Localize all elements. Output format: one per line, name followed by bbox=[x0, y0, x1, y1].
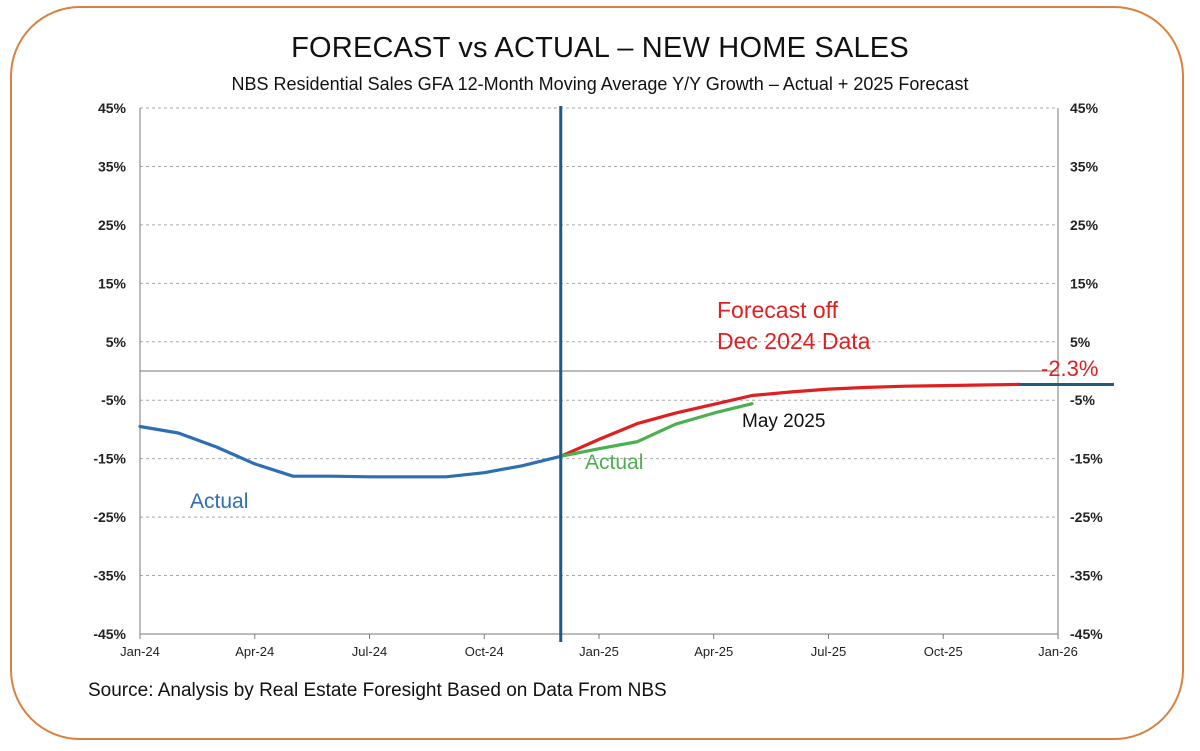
y-tick-label-right: -25% bbox=[1070, 509, 1103, 525]
y-tick-label-left: 25% bbox=[98, 217, 127, 233]
chart-frame bbox=[10, 6, 1184, 740]
x-tick-label: Oct-25 bbox=[924, 644, 963, 659]
actual-2025-label: Actual bbox=[585, 451, 643, 474]
y-tick-label-right: 25% bbox=[1070, 217, 1099, 233]
x-tick-label: Jan-24 bbox=[120, 644, 160, 659]
y-tick-label-left: -15% bbox=[93, 451, 126, 467]
y-tick-label-right: -5% bbox=[1070, 392, 1095, 408]
y-tick-label-right: 5% bbox=[1070, 334, 1091, 350]
series-line-actual-2025 bbox=[559, 402, 754, 458]
y-tick-label-left: 45% bbox=[98, 100, 127, 116]
y-tick-label-right: 35% bbox=[1070, 158, 1099, 174]
y-tick-label-left: -35% bbox=[93, 568, 126, 584]
x-tick-label: Jul-25 bbox=[811, 644, 846, 659]
forecast-label-line2: Dec 2024 Data bbox=[717, 328, 871, 354]
x-tick-label: Jul-24 bbox=[352, 644, 387, 659]
y-tick-label-right: 15% bbox=[1070, 275, 1099, 291]
y-tick-label-left: -45% bbox=[93, 626, 126, 642]
y-tick-label-left: 15% bbox=[98, 275, 127, 291]
y-tick-label-left: 5% bbox=[106, 334, 127, 350]
x-tick-label: Oct-24 bbox=[465, 644, 504, 659]
y-tick-label-right: -45% bbox=[1070, 626, 1103, 642]
actual-series-label: Actual bbox=[190, 490, 248, 513]
series-line-actual bbox=[138, 424, 563, 479]
y-tick-label-left: 35% bbox=[98, 158, 127, 174]
y-tick-label-right: 45% bbox=[1070, 100, 1099, 116]
chart-subtitle: NBS Residential Sales GFA 12-Month Movin… bbox=[231, 74, 969, 94]
x-tick-label: Apr-25 bbox=[694, 644, 733, 659]
x-tick-label: Jan-26 bbox=[1038, 644, 1078, 659]
y-tick-label-left: -25% bbox=[93, 509, 126, 525]
source-note: Source: Analysis by Real Estate Foresigh… bbox=[88, 680, 667, 701]
y-tick-label-right: -15% bbox=[1070, 451, 1103, 467]
x-tick-label: Jan-25 bbox=[579, 644, 619, 659]
y-tick-label-right: -35% bbox=[1070, 568, 1103, 584]
may-2025-label: May 2025 bbox=[742, 411, 825, 432]
x-tick-label: Apr-24 bbox=[235, 644, 274, 659]
series-line-forecast bbox=[559, 382, 1022, 458]
chart-title: FORECAST vs ACTUAL – NEW HOME SALES bbox=[291, 32, 909, 64]
y-tick-label-left: -5% bbox=[101, 392, 126, 408]
end-value-label: -2.3% bbox=[1041, 356, 1098, 381]
forecast-label-line1: Forecast off bbox=[717, 297, 839, 323]
